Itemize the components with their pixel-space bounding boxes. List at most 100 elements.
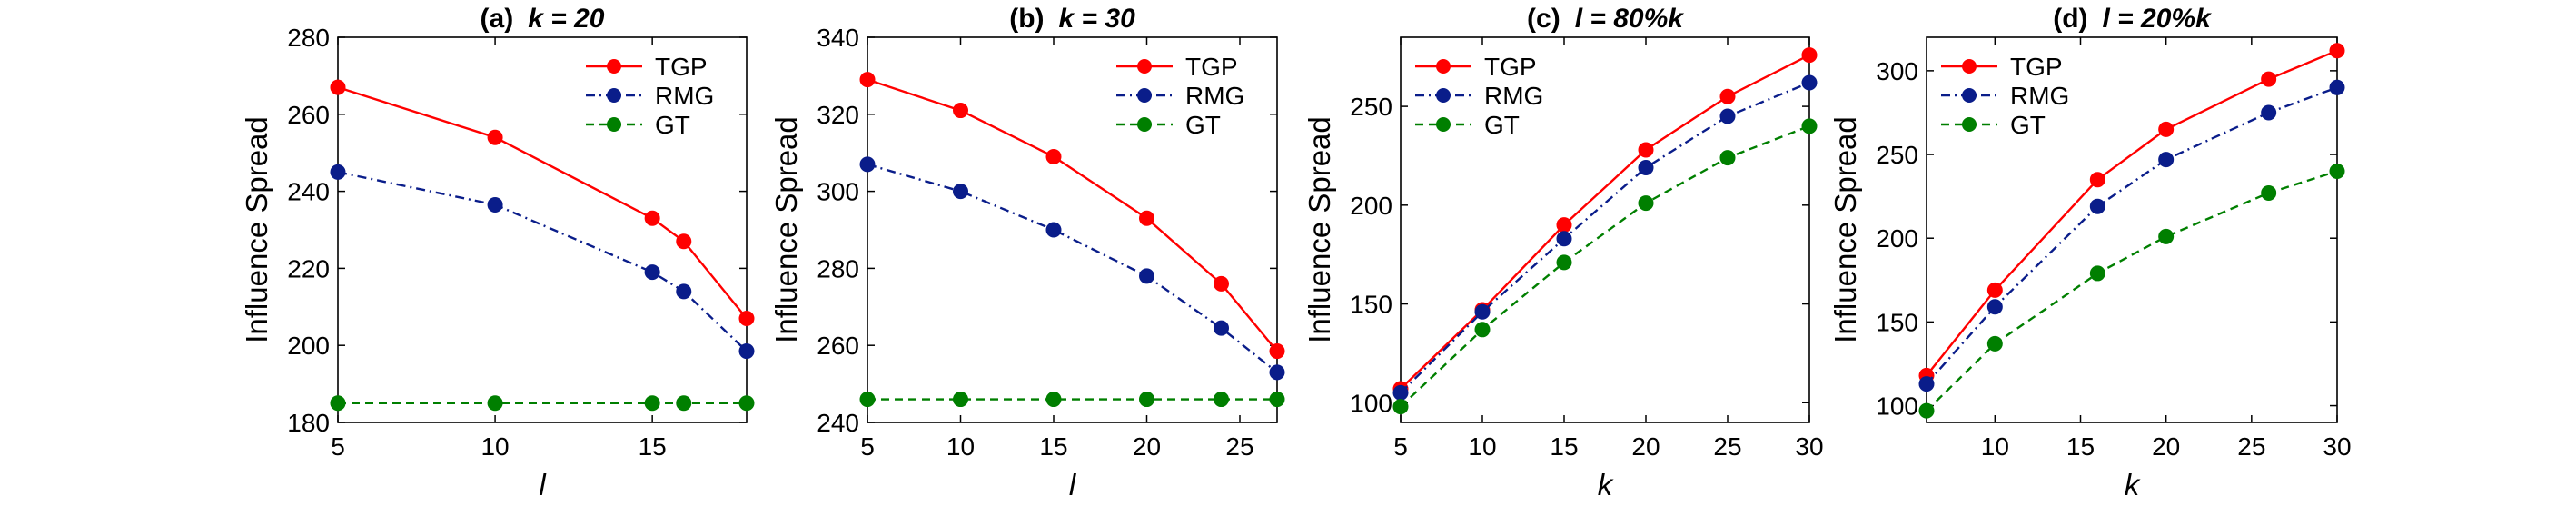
x-tick-label: 5 <box>1393 432 1408 461</box>
y-tick-label: 280 <box>817 254 859 283</box>
legend-marker-gt <box>1137 117 1152 132</box>
data-point-tgp <box>1556 217 1572 233</box>
series-line-tgp <box>1926 49 2338 377</box>
data-point-rmg <box>859 156 876 173</box>
y-tick-label: 320 <box>817 101 859 129</box>
data-point-gt <box>2089 265 2105 282</box>
data-point-tgp <box>2158 121 2175 137</box>
chart-title-prefix: (d) <box>2053 4 2087 34</box>
x-tick-label: 15 <box>639 432 667 461</box>
data-point-rmg <box>1392 384 1409 401</box>
legend-label-gt: GT <box>1484 111 1520 139</box>
legend-marker-rmg <box>1137 88 1152 103</box>
series-line-gt <box>1926 170 2338 412</box>
y-tick-label: 240 <box>817 409 859 437</box>
data-point-rmg <box>1801 74 1818 91</box>
data-point-rmg <box>1918 376 1935 392</box>
x-tick-label: 20 <box>1631 432 1660 461</box>
data-point-gt <box>1918 402 1935 419</box>
x-tick-label: 10 <box>1981 432 2009 461</box>
legend-marker-gt <box>1436 117 1451 132</box>
chart-title: (d) l = 20%k <box>2053 4 2212 34</box>
chart-title: (a) k = 20 <box>481 4 605 34</box>
data-point-tgp <box>644 210 660 226</box>
legend-label-tgp: TGP <box>1185 53 1238 81</box>
data-point-rmg <box>1045 222 1062 238</box>
data-point-rmg <box>1139 268 1154 284</box>
panel-c: 5 10 15 20 25 30 100 150 200 250 (c) l = 80%k k Influ… <box>1303 4 1824 501</box>
y-tick-label: 250 <box>1350 93 1392 121</box>
data-point-gt <box>1556 254 1572 271</box>
y-tick-label: 200 <box>1350 192 1392 220</box>
data-point-tgp <box>738 311 755 327</box>
data-point-gt <box>1045 392 1062 408</box>
y-tick-label: 150 <box>1350 291 1392 319</box>
x-tick-label: 5 <box>331 432 345 461</box>
data-point-tgp <box>1139 210 1154 226</box>
data-point-rmg <box>1556 231 1572 247</box>
series-line-tgp <box>867 78 1278 352</box>
x-axis-label: k <box>2125 468 2141 501</box>
x-tick-label: 15 <box>2066 432 2095 461</box>
data-point-gt <box>1474 322 1491 338</box>
data-point-tgp <box>330 79 346 95</box>
legend-marker-tgp <box>1962 59 1977 74</box>
data-point-gt <box>2329 163 2345 179</box>
data-point-gt <box>738 395 755 412</box>
panel-b: 5 10 15 20 25 240 260 280 300 320 340 (b) k = 30 l Inf… <box>769 4 1285 501</box>
legend-marker-rmg <box>607 88 621 103</box>
y-tick-label: 250 <box>1876 141 1918 169</box>
data-point-rmg <box>1638 160 1654 176</box>
y-tick-label: 300 <box>1876 57 1918 85</box>
data-point-gt <box>2158 228 2175 244</box>
legend-label-tgp: TGP <box>1484 53 1537 81</box>
data-point-rmg <box>2329 79 2345 95</box>
legend-marker-tgp <box>1137 59 1152 74</box>
y-tick-label: 150 <box>1876 308 1918 336</box>
y-tick-label: 180 <box>287 409 330 437</box>
legend-label-tgp: TGP <box>2010 53 2063 81</box>
series-line-tgp <box>1400 54 1810 390</box>
data-point-tgp <box>676 233 692 250</box>
data-point-gt <box>1392 399 1409 415</box>
data-point-tgp <box>953 103 968 119</box>
legend-label-tgp: TGP <box>655 53 708 81</box>
x-axis-label: k <box>1598 468 1614 501</box>
data-point-tgp <box>1214 275 1229 292</box>
x-tick-label: 10 <box>481 432 509 461</box>
y-tick-label: 220 <box>287 254 330 283</box>
chart-title-prefix: (c) <box>1527 4 1560 34</box>
series-line-rmg <box>1400 81 1810 394</box>
data-point-gt <box>953 392 968 408</box>
chart-title: (b) k = 30 <box>1009 4 1135 34</box>
legend-label-rmg: RMG <box>1484 82 1543 110</box>
data-point-gt <box>487 395 503 412</box>
legend-label-gt: GT <box>2010 111 2046 139</box>
x-tick-label: 30 <box>1795 432 1823 461</box>
legend-label-gt: GT <box>655 111 690 139</box>
series-line-rmg <box>1926 86 2338 385</box>
data-point-gt <box>2261 184 2277 201</box>
data-point-tgp <box>1986 282 2003 298</box>
legend-marker-rmg <box>1436 88 1451 103</box>
chart-title-expression: l = 20%k <box>2103 4 2213 34</box>
legend-marker-gt <box>1962 117 1977 132</box>
legend-label-gt: GT <box>1185 111 1221 139</box>
x-axis-label: l <box>539 468 547 501</box>
series-line-gt <box>1400 124 1810 408</box>
axes-box <box>337 36 748 423</box>
y-tick-label: 100 <box>1876 392 1918 421</box>
data-point-tgp <box>859 72 876 88</box>
data-point-rmg <box>738 343 755 360</box>
legend-marker-tgp <box>1436 59 1451 74</box>
x-tick-label: 25 <box>1225 432 1253 461</box>
data-point-rmg <box>2158 152 2175 168</box>
data-point-rmg <box>330 164 346 180</box>
data-point-rmg <box>487 196 503 213</box>
axes-box <box>1926 36 2338 423</box>
axes-box <box>867 36 1278 423</box>
data-point-rmg <box>1719 108 1736 124</box>
y-tick-label: 280 <box>287 24 330 52</box>
data-point-tgp <box>2329 43 2345 59</box>
